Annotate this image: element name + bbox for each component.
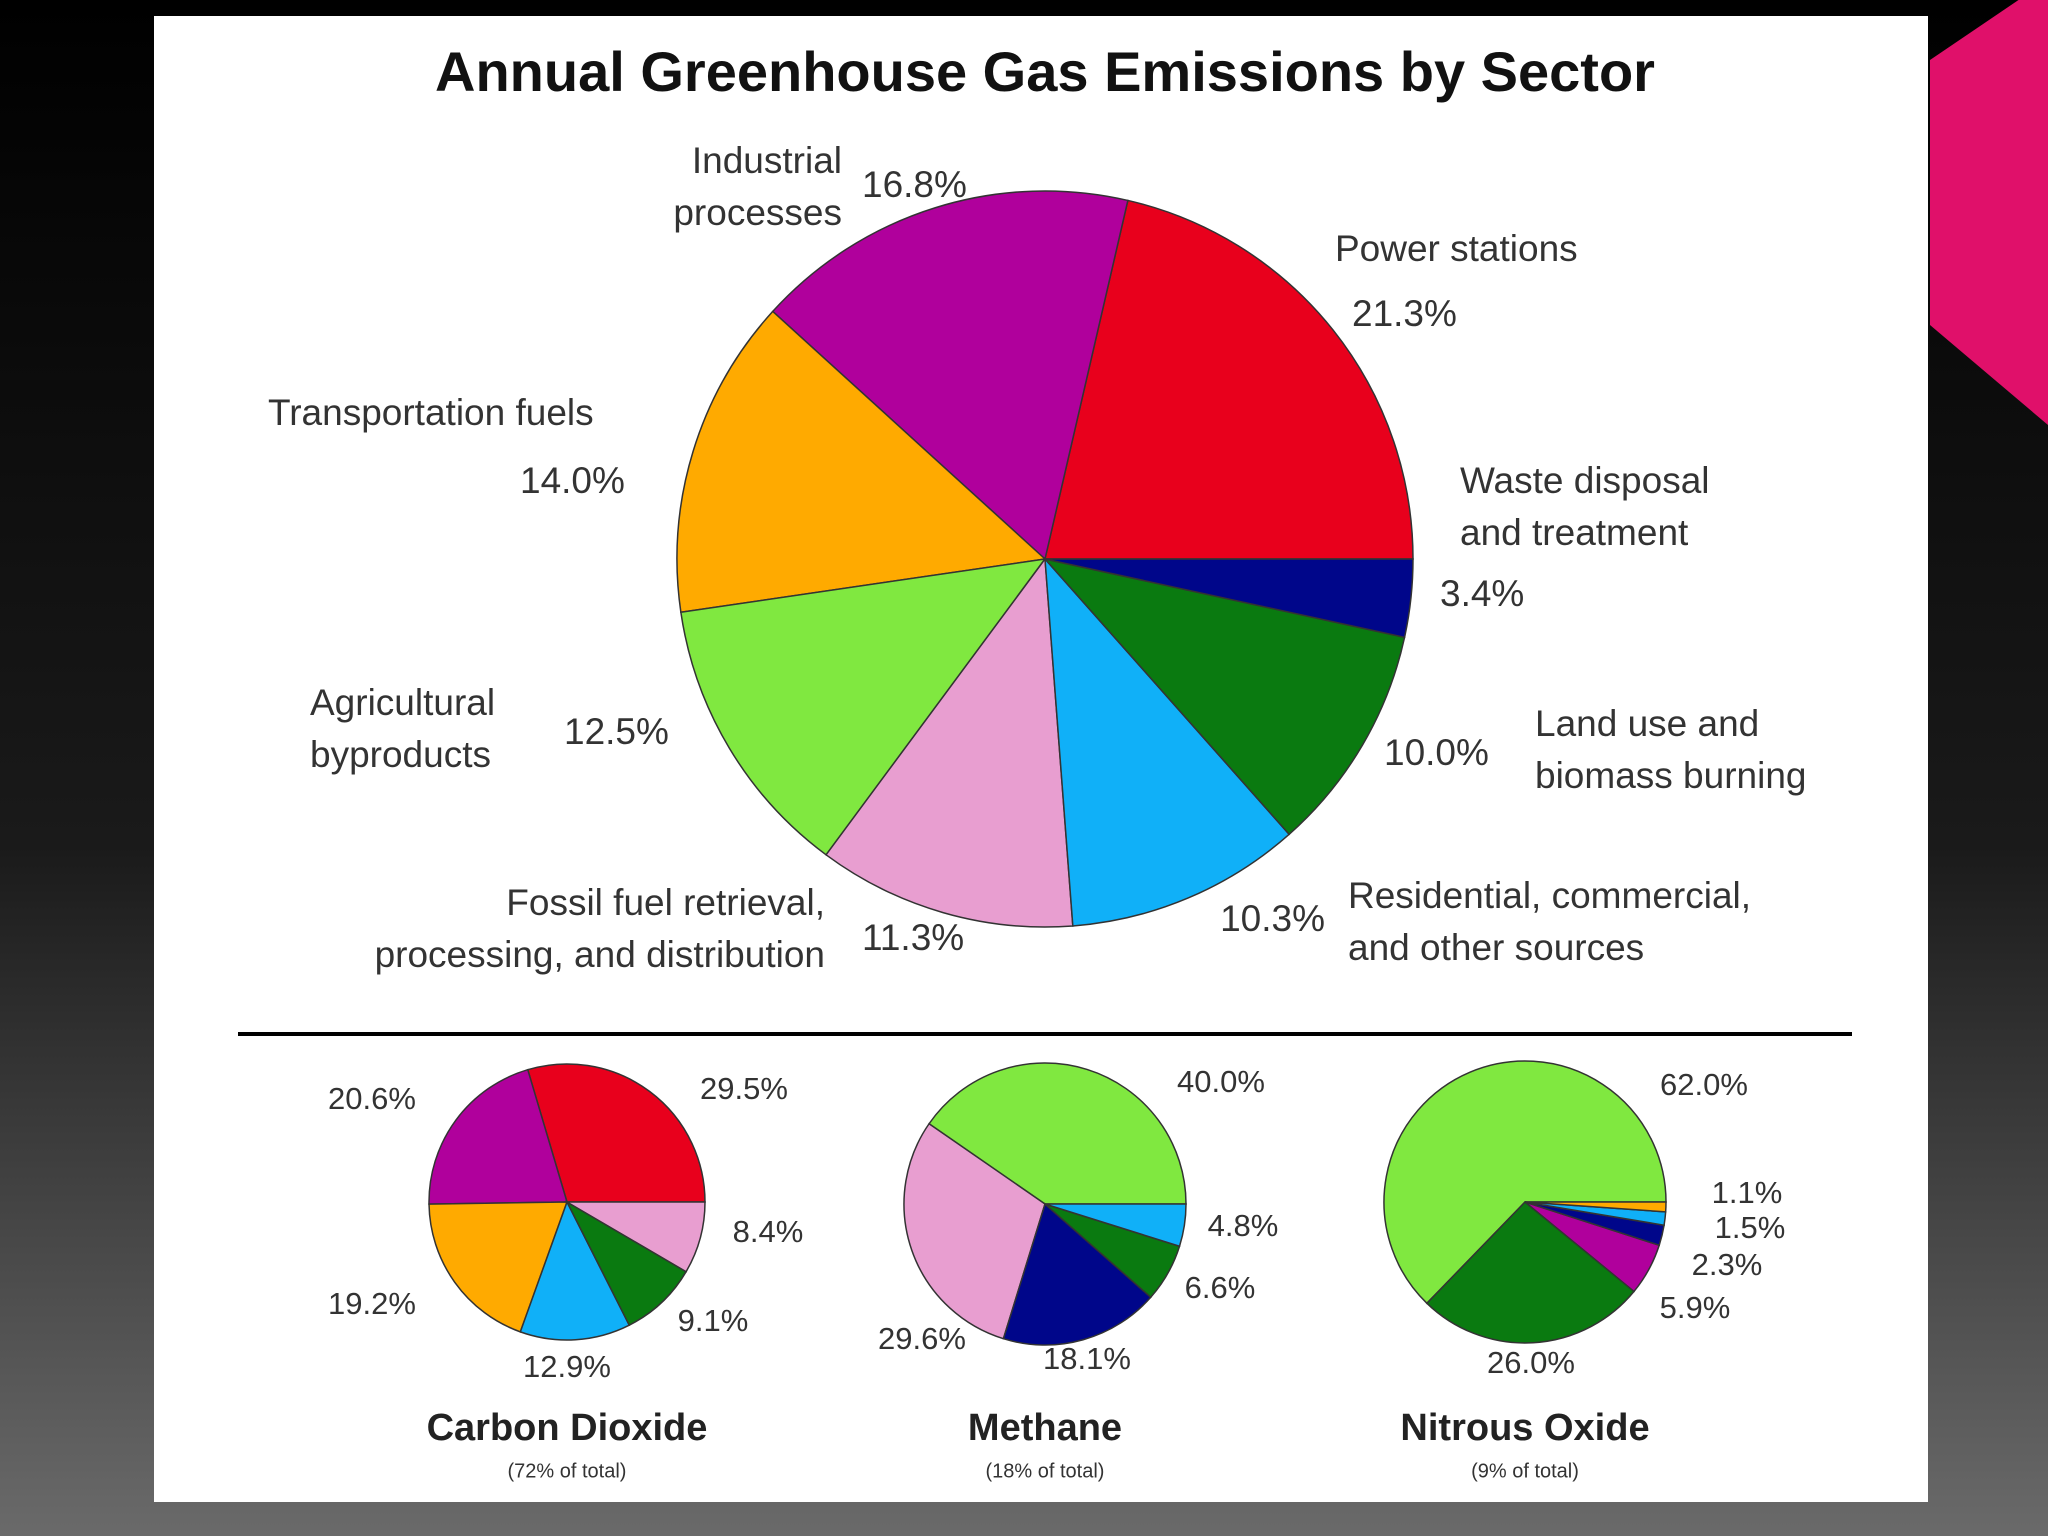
- value-label: 20.6%: [328, 1081, 416, 1116]
- value-label: 14.0%: [520, 460, 625, 501]
- pie-slice: [1044, 556, 1291, 927]
- decor-shape: [1930, 0, 2048, 425]
- pie-title: Carbon Dioxide: [427, 1407, 708, 1449]
- value-label: 6.6%: [1185, 1270, 1256, 1305]
- category-label: Land use and: [1535, 703, 1759, 744]
- category-label: processes: [673, 192, 842, 233]
- pie-slice: [771, 190, 1129, 561]
- value-label: 29.6%: [878, 1321, 966, 1356]
- value-label: 1.5%: [1715, 1210, 1786, 1245]
- pie-slice: [676, 310, 1047, 614]
- pie-slice: [519, 1200, 631, 1341]
- value-label: 18.1%: [1043, 1341, 1131, 1376]
- pie-slice: [903, 1122, 1046, 1340]
- pie-slice: [428, 1201, 569, 1333]
- pie-slice: [1044, 199, 1414, 560]
- value-label: 16.8%: [862, 164, 967, 205]
- category-label: and other sources: [1348, 927, 1644, 968]
- pie-slice: [680, 557, 1047, 856]
- value-label: 40.0%: [1177, 1064, 1265, 1099]
- category-label: processing, and distribution: [375, 934, 825, 975]
- category-label: Power stations: [1335, 228, 1578, 269]
- value-label: 29.5%: [700, 1071, 788, 1106]
- pie-slice: [1044, 1203, 1187, 1248]
- category-label: Waste disposal: [1460, 460, 1710, 501]
- category-label: Residential, commercial,: [1348, 875, 1751, 916]
- pie-slice: [1042, 557, 1406, 836]
- pie-title: Nitrous Oxide: [1400, 1407, 1649, 1449]
- chart-title: Annual Greenhouse Gas Emissions by Secto…: [435, 40, 1655, 103]
- value-label: 26.0%: [1487, 1345, 1575, 1380]
- pie-slice: [1044, 558, 1414, 639]
- value-label: 21.3%: [1352, 293, 1457, 334]
- value-label: 5.9%: [1660, 1290, 1731, 1325]
- pie-subtitle: (18% of total): [986, 1460, 1105, 1482]
- value-label: 8.4%: [733, 1214, 804, 1249]
- pie-slice: [1383, 1060, 1667, 1305]
- value-label: 3.4%: [1440, 573, 1524, 614]
- value-label: 2.3%: [1692, 1247, 1763, 1282]
- pie-subtitle: (9% of total): [1471, 1460, 1579, 1482]
- pie-title: Methane: [968, 1407, 1122, 1449]
- pie-slice: [928, 1062, 1187, 1205]
- value-label: 4.8%: [1208, 1208, 1279, 1243]
- pie-subtitle: (72% of total): [508, 1460, 627, 1482]
- value-label: 9.1%: [678, 1303, 749, 1338]
- pie-slice: [825, 556, 1074, 928]
- category-label: Fossil fuel retrieval,: [506, 882, 825, 923]
- value-label: 10.3%: [1220, 898, 1325, 939]
- value-label: 11.3%: [862, 917, 964, 958]
- value-label: 12.5%: [564, 711, 669, 752]
- category-label: biomass burning: [1535, 755, 1806, 796]
- value-label: 19.2%: [328, 1286, 416, 1321]
- category-label: and treatment: [1460, 512, 1689, 553]
- category-label: byproducts: [310, 734, 491, 775]
- pie-slice: [564, 1201, 706, 1273]
- value-label: 12.9%: [523, 1349, 611, 1384]
- pie-slice: [1524, 1201, 1667, 1213]
- value-label: 1.1%: [1712, 1175, 1783, 1210]
- category-label: Industrial: [692, 140, 842, 181]
- pie-slice: [1002, 1202, 1152, 1346]
- pie-slice: [1425, 1200, 1636, 1344]
- pie-slice: [428, 1068, 569, 1205]
- value-label: 10.0%: [1384, 732, 1489, 773]
- value-label: 62.0%: [1660, 1067, 1748, 1102]
- pie-slice: [526, 1063, 706, 1203]
- category-label: Agricultural: [310, 682, 495, 723]
- pie-slice: [565, 1200, 688, 1327]
- category-label: Transportation fuels: [268, 392, 594, 433]
